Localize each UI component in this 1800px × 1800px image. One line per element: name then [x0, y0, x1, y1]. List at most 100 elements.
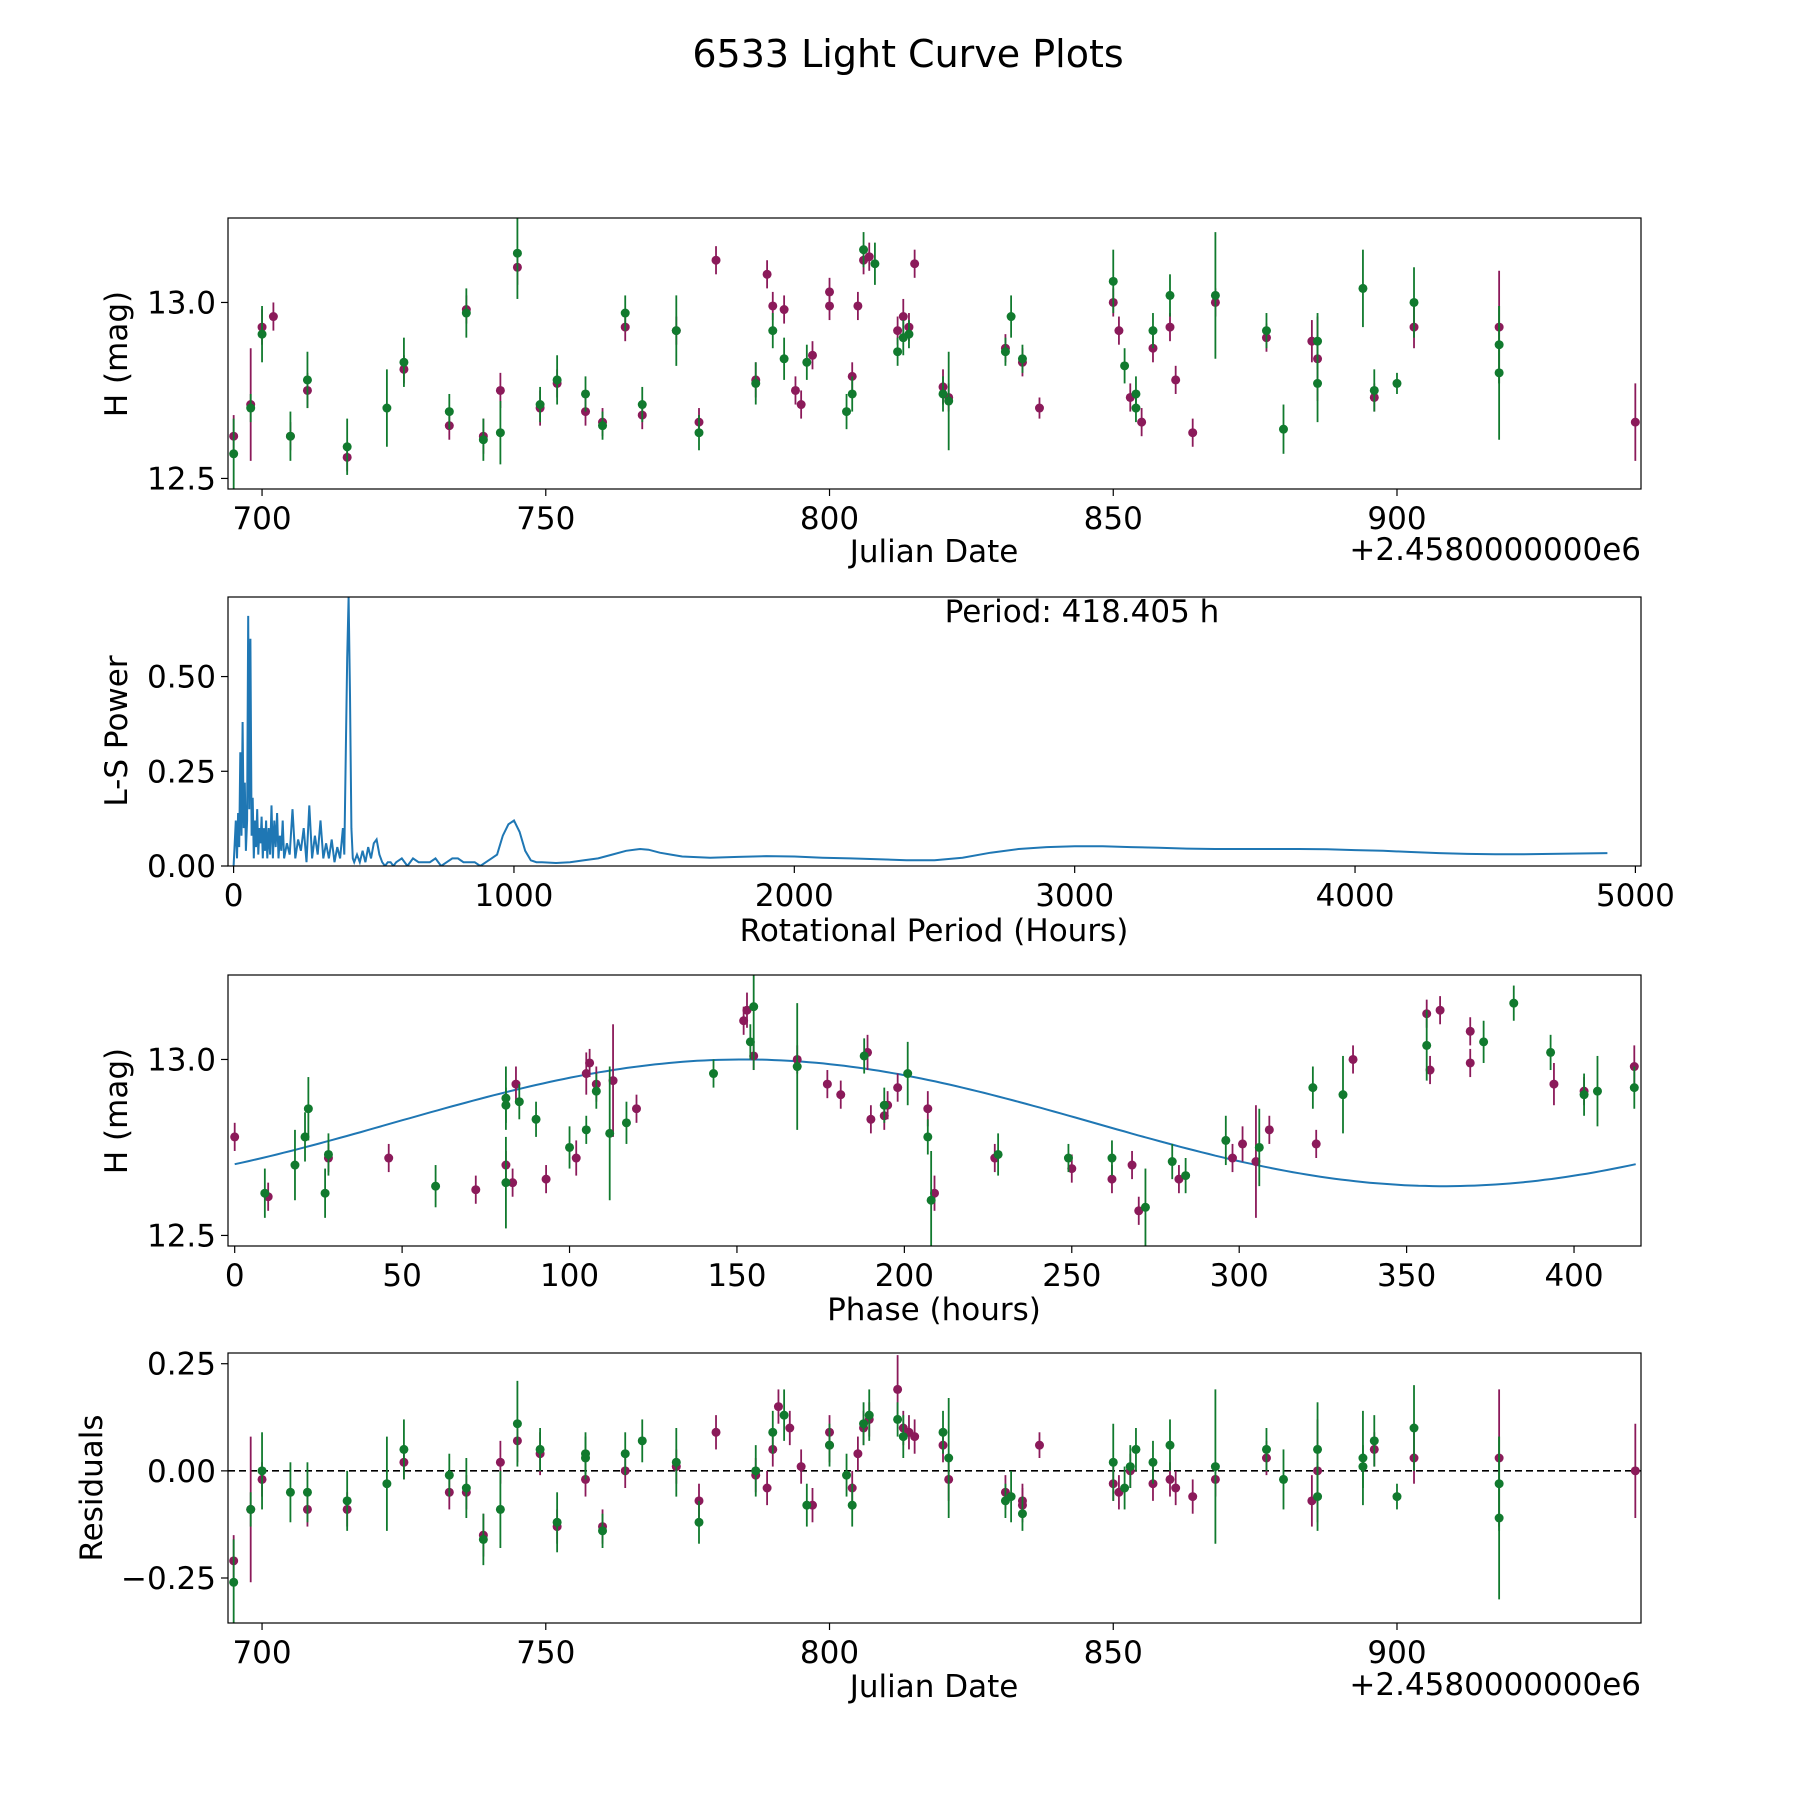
phased-green-point — [605, 1128, 615, 1138]
raw-green-point — [1313, 378, 1323, 388]
panel-periodogram: 0 1000 2000 3000 4000 5000 0.00 0.25 0.50 Perio… — [99, 594, 1675, 949]
raw-green-point — [671, 326, 681, 336]
residuals-green-point — [671, 1457, 681, 1467]
residuals-green-point — [1131, 1444, 1141, 1454]
raw-green-point — [779, 354, 789, 364]
raw-green-point — [1148, 326, 1158, 336]
raw-purple-point — [762, 269, 772, 279]
residuals-green-point — [1392, 1492, 1402, 1502]
residuals-xtick-label: 750 — [516, 1635, 575, 1671]
raw-green-point — [859, 245, 869, 255]
residuals-yticks: −0.25 0.00 0.25 — [121, 1347, 228, 1597]
phased-purple-point — [1238, 1139, 1248, 1149]
phased-green-point — [1107, 1153, 1117, 1163]
residuals-green-point — [751, 1466, 761, 1476]
residuals-green-point — [893, 1414, 903, 1424]
residuals-green-point — [768, 1427, 778, 1437]
periodogram-line — [232, 597, 1608, 866]
phased-purple-point — [1127, 1160, 1137, 1170]
raw-green-point — [444, 407, 454, 417]
phased-green-point — [1063, 1153, 1073, 1163]
raw-green-point — [285, 431, 295, 441]
phased-xtick-label: 100 — [540, 1258, 599, 1294]
raw-green-point — [342, 442, 352, 452]
residuals-green-point — [495, 1504, 505, 1514]
residuals-ylabel: Residuals — [74, 1414, 110, 1561]
residuals-green-point — [864, 1410, 874, 1420]
raw-green-point — [478, 435, 488, 445]
raw-marks — [229, 218, 1640, 489]
raw-purple-point — [768, 301, 778, 311]
raw-purple-point — [1034, 403, 1044, 413]
raw-purple-point — [1188, 428, 1198, 438]
residuals-green-point — [1409, 1423, 1419, 1433]
phased-green-point — [709, 1069, 719, 1079]
phased-ytick-label: 13.0 — [147, 1042, 216, 1078]
residuals-green-point — [552, 1517, 562, 1527]
residuals-xtick-label: 850 — [1084, 1635, 1143, 1671]
phased-purple-point — [1311, 1139, 1321, 1149]
raw-green-point — [1392, 378, 1402, 388]
raw-xticks: 700 750 800 850 900 — [232, 489, 1427, 537]
phased-green-point — [591, 1086, 601, 1096]
phased-purple-point — [1465, 1058, 1475, 1068]
raw-green-point — [1278, 424, 1288, 434]
phased-xtick-label: 250 — [1042, 1258, 1101, 1294]
residuals-xtick-label: 900 — [1367, 1635, 1426, 1671]
phased-xtick-label: 350 — [1377, 1258, 1436, 1294]
raw-green-point — [1358, 283, 1368, 293]
phased-green-point — [1140, 1202, 1150, 1212]
residuals-green-point — [257, 1466, 267, 1476]
residuals-green-point — [598, 1526, 608, 1536]
residuals-green-point — [1148, 1457, 1158, 1467]
residuals-green-point — [859, 1419, 869, 1429]
phased-purple-point — [1228, 1153, 1238, 1163]
residuals-green-point — [342, 1496, 352, 1506]
residuals-green-point — [1358, 1462, 1368, 1472]
residuals-ytick-label: −0.25 — [121, 1561, 216, 1597]
periodogram-xtick-label: 3000 — [1035, 878, 1114, 914]
residuals-green-point — [938, 1427, 948, 1437]
raw-green-point — [1313, 336, 1323, 346]
raw-green-point — [694, 428, 704, 438]
residuals-green-point — [1006, 1492, 1016, 1502]
residuals-green-point — [535, 1444, 545, 1454]
raw-green-point — [620, 308, 630, 318]
raw-purple-point — [807, 350, 817, 360]
phased-purple-point — [1465, 1026, 1475, 1036]
raw-ylabel: H (mag) — [99, 291, 135, 417]
phased-green-point — [565, 1142, 575, 1152]
raw-axes-frame — [227, 217, 1642, 490]
residual-marks — [228, 1355, 1641, 1623]
residuals-purple-point — [1171, 1483, 1181, 1493]
phased-axes-frame — [227, 974, 1642, 1247]
residuals-purple-point — [1165, 1474, 1175, 1484]
phased-green-point — [1579, 1090, 1589, 1100]
phased-green-point — [260, 1188, 270, 1198]
phased-yticks: 12.5 13.0 — [147, 1042, 228, 1254]
raw-green-point — [229, 449, 239, 459]
raw-green-point — [1494, 368, 1504, 378]
model-fit-curve — [234, 1058, 1636, 1188]
raw-green-point — [751, 378, 761, 388]
raw-green-point — [893, 347, 903, 357]
raw-green-point — [1000, 347, 1010, 357]
raw-green-point — [847, 389, 857, 399]
residuals-green-point — [399, 1444, 409, 1454]
residuals-purple-point — [910, 1432, 920, 1442]
raw-green-point — [870, 259, 880, 269]
raw-green-point — [944, 396, 954, 406]
residuals-green-point — [512, 1419, 522, 1429]
phased-purple-point — [1067, 1164, 1077, 1174]
residuals-green-point — [1120, 1483, 1130, 1493]
residuals-green-point — [1278, 1474, 1288, 1484]
phased-green-point — [1509, 998, 1519, 1008]
figure-title: 6533 Light Curve Plots — [692, 32, 1123, 76]
phased-green-point — [320, 1188, 330, 1198]
phased-purple-point — [508, 1178, 518, 1188]
residuals-green-point — [1017, 1509, 1027, 1519]
phased-purple-point — [1348, 1054, 1358, 1064]
phased-green-point — [879, 1100, 889, 1110]
raw-yticks: 12.5 13.0 — [147, 285, 228, 497]
phased-green-point — [501, 1100, 511, 1110]
